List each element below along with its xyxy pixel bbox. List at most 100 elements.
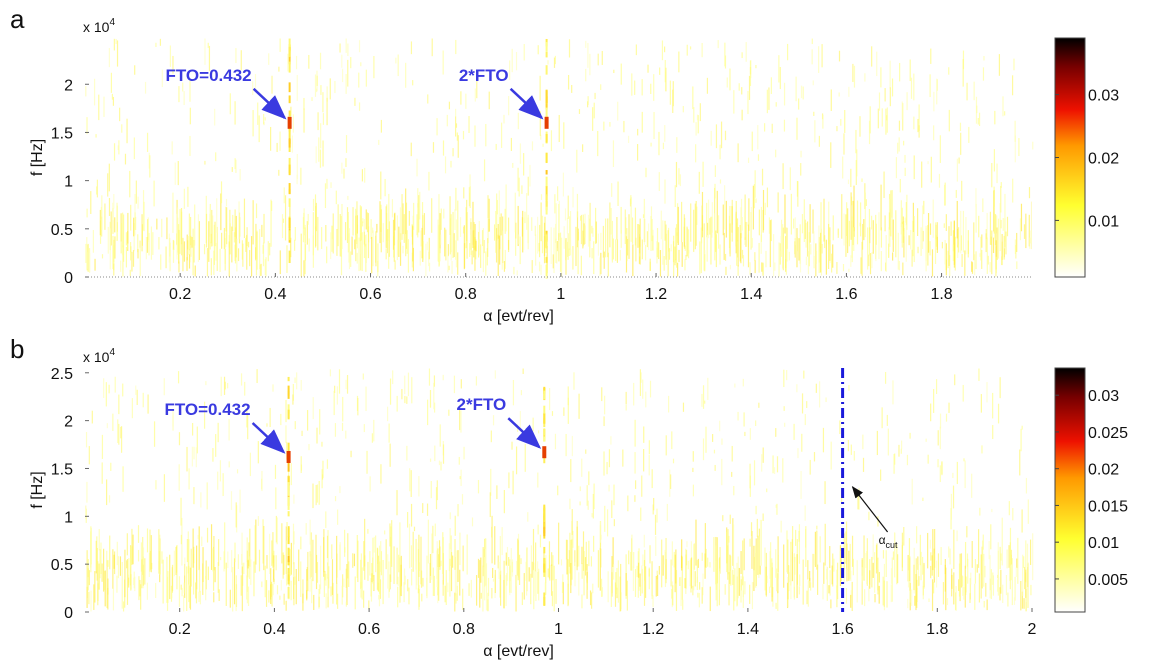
texture-streak (373, 419, 375, 442)
texture-streak (713, 449, 716, 454)
texture-streak (851, 216, 853, 263)
texture-streak (646, 231, 648, 248)
texture-streak (692, 451, 694, 462)
texture-streak (182, 237, 184, 272)
texture-streak (785, 236, 787, 272)
texture-streak (315, 554, 318, 590)
texture-streak (777, 573, 779, 594)
texture-streak (200, 492, 202, 508)
texture-streak (554, 433, 557, 450)
texture-streak (472, 230, 474, 245)
texture-streak (187, 236, 189, 255)
texture-streak (266, 555, 268, 569)
texture-streak (592, 583, 594, 594)
texture-streak (794, 217, 796, 246)
texture-streak (742, 378, 744, 387)
texture-streak (171, 590, 173, 599)
texture-streak (645, 167, 647, 178)
texture-streak (206, 527, 209, 543)
texture-streak (539, 534, 542, 548)
annotation-text: FTO=0.432 (164, 400, 250, 419)
texture-streak (434, 402, 436, 413)
texture-streak (907, 570, 910, 588)
texture-streak (843, 213, 845, 246)
texture-streak (686, 228, 688, 257)
texture-streak (904, 167, 906, 177)
texture-streak (958, 157, 960, 164)
texture-streak (892, 252, 894, 261)
texture-streak (715, 124, 718, 149)
texture-streak (758, 536, 760, 578)
x-tick-label: 1.8 (930, 286, 952, 303)
texture-streak (653, 112, 655, 140)
texture-streak (275, 515, 277, 543)
texture-streak (808, 232, 810, 267)
texture-streak (279, 595, 281, 600)
texture-streak (439, 213, 441, 254)
texture-streak (487, 592, 489, 611)
texture-streak (238, 201, 240, 240)
texture-streak (1024, 566, 1026, 590)
texture-streak (740, 198, 743, 239)
texture-streak (641, 565, 643, 576)
texture-streak (214, 221, 216, 247)
texture-streak (792, 526, 794, 552)
texture-streak (431, 533, 433, 580)
texture-streak (380, 464, 382, 484)
texture-streak (814, 531, 817, 567)
texture-streak (190, 235, 192, 257)
texture-streak (798, 586, 800, 595)
texture-streak (293, 562, 295, 606)
texture-streak (966, 82, 968, 101)
texture-streak (403, 214, 405, 243)
alpha-cut-subscript: cut (886, 540, 899, 550)
texture-streak (775, 149, 777, 158)
texture-streak (288, 56, 291, 65)
texture-streak (968, 126, 970, 143)
texture-streak (802, 86, 804, 100)
texture-streak (1006, 549, 1008, 569)
texture-streak (813, 111, 815, 116)
texture-streak (855, 129, 857, 154)
texture-streak (169, 242, 171, 272)
texture-streak (489, 492, 491, 518)
texture-streak (432, 567, 434, 596)
texture-streak (1014, 135, 1016, 163)
texture-streak (307, 213, 309, 225)
texture-streak (129, 269, 131, 276)
texture-streak (225, 198, 228, 207)
texture-streak (183, 595, 185, 612)
texture-streak (358, 40, 361, 53)
texture-streak (113, 143, 116, 161)
texture-streak (108, 163, 110, 192)
texture-streak (287, 560, 290, 566)
texture-streak (958, 563, 961, 597)
texture-streak (748, 75, 751, 100)
texture-streak (215, 242, 217, 261)
texture-streak (713, 537, 715, 572)
texture-streak (890, 190, 892, 237)
texture-streak (290, 106, 292, 117)
texture-streak (960, 235, 963, 251)
texture-streak (256, 231, 258, 270)
texture-streak (765, 250, 767, 268)
texture-streak (287, 53, 289, 72)
texture-streak (107, 587, 109, 610)
texture-streak (753, 556, 755, 583)
texture-streak (637, 562, 640, 578)
texture-streak (701, 552, 703, 561)
texture-streak (567, 74, 570, 90)
texture-streak (929, 74, 931, 98)
texture-streak (426, 503, 429, 516)
texture-streak (178, 576, 181, 607)
texture-streak (703, 223, 705, 271)
texture-streak (971, 540, 973, 568)
texture-streak (515, 51, 518, 71)
texture-streak (692, 86, 694, 110)
texture-streak (210, 524, 213, 570)
texture-streak (661, 539, 663, 588)
texture-streak (119, 556, 122, 576)
texture-streak (724, 584, 726, 595)
texture-streak (438, 540, 441, 568)
texture-streak (208, 45, 211, 72)
